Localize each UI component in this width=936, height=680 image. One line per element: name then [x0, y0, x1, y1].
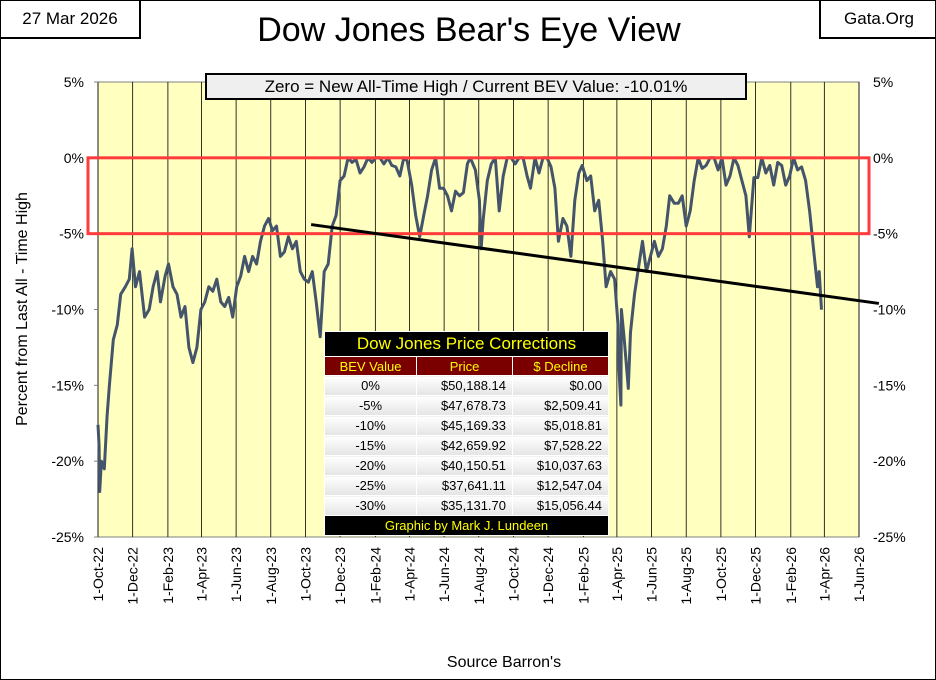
y-tick-label-right: -10%	[873, 302, 906, 318]
table-cell: -25%	[323, 475, 418, 496]
table-cell: $47,678.73	[416, 395, 514, 416]
source: Source Barron's	[447, 654, 561, 671]
y-tick-label-right: 0%	[873, 150, 893, 166]
table-cell: $5,018.81	[512, 415, 609, 436]
table-footer: Graphic by Mark J. Lundeen	[324, 515, 609, 536]
column-header: BEV Value	[323, 356, 418, 376]
x-tick-label: 1-Jun-24	[436, 547, 452, 602]
x-tick-label: 1-Feb-26	[783, 547, 799, 604]
x-tick-label: 1-Oct-23	[297, 547, 313, 602]
table-cell: -20%	[323, 455, 418, 476]
x-tick-label: 1-Apr-24	[401, 547, 417, 602]
table-title: Dow Jones Price Corrections	[324, 331, 609, 357]
trendline	[310, 223, 880, 305]
x-tick-label: 1-Oct-22	[90, 547, 106, 602]
table-row: -25% $37,641.11 $12,547.04	[323, 475, 609, 496]
y-tick-label: 5%	[64, 74, 84, 90]
y-tick-label-right: -5%	[873, 226, 898, 242]
chart-title: Dow Jones Bear's Eye View	[257, 11, 681, 49]
x-tick-label: 1-Jun-25	[644, 547, 660, 602]
table-row: -10% $45,169.33 $5,018.81	[323, 415, 609, 436]
table-row: -5% $47,678.73 $2,509.41	[323, 395, 609, 416]
corrections-table: Dow Jones Price Corrections BEV Value Pri…	[323, 331, 609, 536]
note-box: Zero = New All-Time High / Current BEV V…	[205, 73, 747, 100]
table-row: 0% $50,188.14 $0.00	[323, 375, 609, 396]
x-tick-label: 1-Feb-23	[160, 547, 176, 604]
table-cell: $35,131.70	[416, 495, 514, 516]
x-tick-label: 1-Apr-25	[609, 547, 625, 602]
y-tick-label-right: -25%	[873, 529, 906, 545]
x-tick-label: 1-Dec-23	[332, 547, 348, 605]
x-tick-label: 1-Apr-23	[193, 547, 209, 602]
table-cell: $10,037.63	[512, 455, 609, 476]
table-cell: -10%	[323, 415, 418, 436]
y-tick-label: 0%	[64, 150, 84, 166]
y-tick-label: -20%	[51, 453, 84, 469]
table-cell: $2,509.41	[512, 395, 609, 416]
table-cell: $42,659.92	[416, 435, 514, 456]
y-tick-label-right: 5%	[873, 74, 893, 90]
table-cell: $15,056.44	[512, 495, 609, 516]
table-cell: -30%	[323, 495, 418, 516]
y-tick-label-right: -20%	[873, 453, 906, 469]
y-tick-label: -5%	[59, 226, 84, 242]
highlight-band	[86, 156, 871, 236]
table-cell: -15%	[323, 435, 418, 456]
column-header: $ Decline	[512, 356, 609, 376]
date-box: 27 Mar 2026	[1, 1, 141, 39]
x-tick-label: 1-Aug-24	[471, 547, 487, 605]
x-tick-label: 1-Aug-25	[678, 547, 694, 605]
table-cell: $37,641.11	[416, 475, 514, 496]
y-tick-label: -15%	[51, 377, 84, 393]
table-footer-row: Graphic by Mark J. Lundeen	[324, 515, 609, 536]
table-cell: $12,547.04	[512, 475, 609, 496]
table-cell: -5%	[323, 395, 418, 416]
y-tick-label: -25%	[51, 529, 84, 545]
table-cell: $50,188.14	[416, 375, 514, 396]
table-cell: 0%	[323, 375, 418, 396]
table-cell: $45,169.33	[416, 415, 514, 436]
table-cell: $0.00	[512, 375, 609, 396]
x-tick-label: 1-Jun-23	[228, 547, 244, 602]
x-tick-label: 1-Oct-24	[505, 547, 521, 602]
y-tick-label-right: -15%	[873, 377, 906, 393]
y-axis-label: Percent from Last All - Time High	[14, 192, 31, 426]
table-row: -15% $42,659.92 $7,528.22	[323, 435, 609, 456]
site-box: Gata.Org	[819, 1, 935, 39]
x-tick-label: 1-Dec-22	[125, 547, 141, 605]
table-cell: $40,150.51	[416, 455, 514, 476]
x-tick-label: 1-Dec-24	[540, 547, 556, 605]
x-tick-label: 1-Feb-24	[367, 547, 383, 604]
table-header: BEV Value Price $ Decline	[323, 356, 609, 376]
table-row: -20% $40,150.51 $10,037.63	[323, 455, 609, 476]
table-cell: $7,528.22	[512, 435, 609, 456]
x-tick-label: 1-Dec-25	[748, 547, 764, 605]
x-tick-label: 1-Feb-25	[575, 547, 591, 604]
column-header: Price	[416, 356, 514, 376]
table-row: -30% $35,131.70 $15,056.44	[323, 495, 609, 516]
y-tick-label: -10%	[51, 302, 84, 318]
x-tick-label: 1-Oct-25	[713, 547, 729, 602]
x-tick-label: 1-Jun-26	[851, 547, 867, 602]
x-tick-label: 1-Apr-26	[816, 547, 832, 602]
bev-line	[96, 156, 823, 493]
x-tick-label: 1-Aug-23	[263, 547, 279, 605]
